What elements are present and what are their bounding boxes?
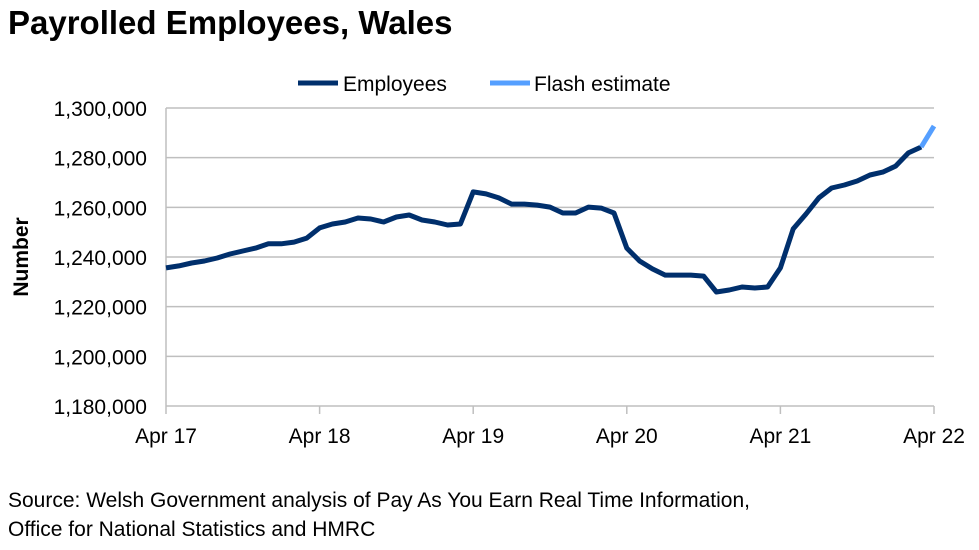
- legend-label: Flash estimate: [534, 73, 671, 96]
- y-axis-label: Number: [10, 217, 33, 296]
- legend-label: Employees: [343, 73, 447, 96]
- y-tick-label: 1,280,000: [54, 148, 147, 171]
- x-tick-label: Apr 20: [596, 425, 658, 448]
- chart-title: Payrolled Employees, Wales: [8, 4, 453, 41]
- source-line-1: Source: Welsh Government analysis of Pay…: [8, 489, 750, 512]
- x-tick-label: Apr 19: [442, 425, 504, 448]
- source-line-2: Office for National Statistics and HMRC: [8, 518, 376, 541]
- source-note: Source: Welsh Government analysis of Pay…: [8, 486, 750, 544]
- y-tick-label: 1,240,000: [54, 247, 147, 270]
- series-line-flash-estimate: [919, 124, 937, 149]
- y-tick-label: 1,200,000: [54, 346, 147, 369]
- x-tick-label: Apr 21: [749, 425, 811, 448]
- y-tick-label: 1,180,000: [54, 396, 147, 419]
- x-tick-label: Apr 17: [135, 425, 197, 448]
- y-tick-label: 1,220,000: [54, 297, 147, 320]
- y-tick-label: 1,260,000: [54, 197, 147, 220]
- series-line-employees: [165, 144, 923, 295]
- x-tick-label: Apr 18: [289, 425, 351, 448]
- y-tick-label: 1,300,000: [54, 98, 147, 121]
- x-tick-label: Apr 22: [903, 425, 965, 448]
